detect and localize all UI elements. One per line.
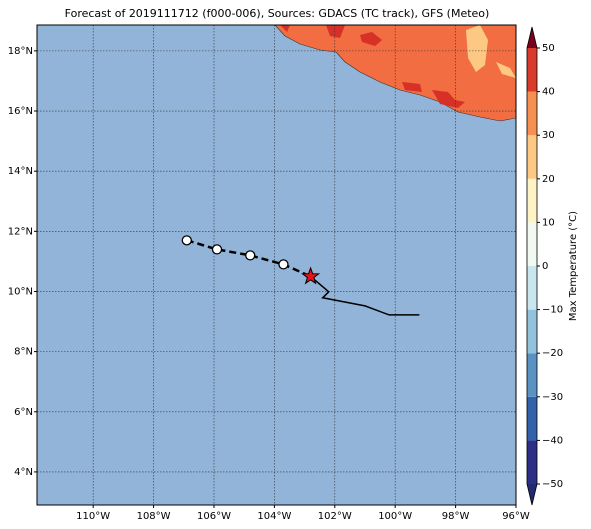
colorbar-tick-label: 30 [542, 130, 555, 141]
y-tick-label: 14°N [8, 166, 33, 177]
colorbar-band [527, 396, 537, 441]
colorbar-tick-label: −10 [542, 305, 563, 316]
land-patch [360, 32, 382, 46]
colorbar-band [527, 222, 537, 266]
land-patch [432, 90, 465, 108]
colorbar: −50 −40 −30 −20 −10 0 10 20 30 40 50 [526, 26, 563, 506]
forecast-point [245, 250, 256, 261]
colorbar-band [527, 309, 537, 354]
x-tick-label: 106°W [197, 511, 231, 522]
y-tick-label: 16°N [8, 106, 33, 117]
colorbar-tick-label: 0 [542, 261, 548, 272]
forecast-point [278, 259, 289, 270]
forecast-point [181, 235, 192, 246]
colorbar-tick-label: −20 [542, 348, 563, 359]
colorbar-band [527, 91, 537, 136]
colorbar-tick-label: 20 [542, 174, 555, 185]
land-patch [280, 25, 290, 32]
x-tick-label: 96°W [502, 511, 530, 522]
y-tick-label: 6°N [14, 407, 33, 418]
y-tick-label: 8°N [14, 347, 33, 358]
y-tick-label: 10°N [8, 286, 33, 297]
colorbar-label: Max Temperature (°C) [568, 211, 579, 321]
ocean [37, 25, 516, 505]
land-patch [402, 82, 422, 92]
current-position [301, 266, 321, 285]
colorbar-extend-low [527, 484, 537, 505]
track [181, 235, 420, 316]
colorbar-extend-high [527, 27, 537, 48]
land-patch [466, 25, 488, 72]
map-frame [36, 24, 517, 506]
past-track [310, 275, 420, 316]
colorbar-tick-label: 40 [542, 87, 555, 98]
colorbar-tick-label: 10 [542, 217, 555, 228]
x-tick-label: 100°W [378, 511, 412, 522]
colorbar-band [527, 440, 537, 484]
land-patch [496, 62, 516, 78]
x-tick-label: 104°W [257, 511, 291, 522]
colorbar-tick-label: −30 [542, 392, 563, 403]
y-tick-label: 18°N [8, 46, 33, 57]
x-tick-label: 98°W [442, 511, 470, 522]
x-tick-label: 102°W [318, 511, 352, 522]
forecast-point [211, 244, 223, 255]
colorbar-tick-label: −40 [542, 435, 563, 446]
colorbar-band [527, 353, 537, 397]
colorbar-band [527, 48, 537, 92]
x-tick-label: 110°W [76, 511, 110, 522]
colorbar-tick-label: 50 [542, 43, 555, 54]
colorbar-band [527, 266, 537, 310]
colorbar-tick-label: −50 [542, 479, 563, 490]
y-tick-label: 4°N [14, 467, 33, 478]
x-tick-label: 108°W [137, 511, 171, 522]
colorbar-band [527, 135, 537, 179]
colorbar-band [527, 178, 537, 223]
chart-title: Forecast of 2019111712 (f000-006), Sourc… [65, 7, 490, 20]
land-patch [326, 25, 345, 38]
y-tick-label: 12°N [8, 226, 33, 237]
